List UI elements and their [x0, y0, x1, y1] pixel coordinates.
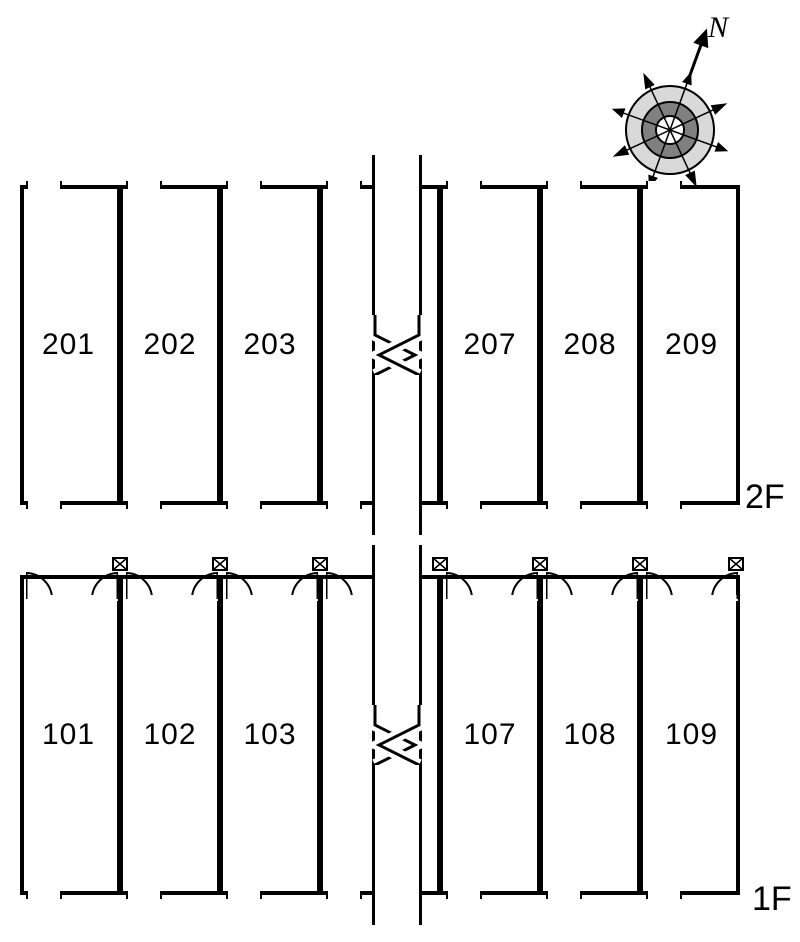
floorplan-canvas: N 201 202 203 207 208 209	[0, 0, 800, 942]
wall-tick	[126, 501, 162, 509]
wall-tick	[126, 891, 162, 899]
wall-tick	[446, 891, 482, 899]
vent-icon	[632, 557, 648, 571]
room-label: 107	[463, 718, 516, 752]
room-107: 107	[440, 575, 540, 895]
door-icon	[278, 571, 318, 601]
room-label: 209	[665, 328, 718, 362]
room-108: 108	[540, 575, 640, 895]
door-icon	[646, 571, 686, 601]
door-icon	[598, 571, 638, 601]
wall-tick	[646, 891, 682, 899]
room-101: 101	[20, 575, 120, 895]
vent-icon	[728, 557, 744, 571]
vent-icon	[212, 557, 228, 571]
room-label: 203	[243, 328, 296, 362]
door-icon	[446, 571, 486, 601]
wall-tick	[326, 501, 362, 509]
room-209: 209	[640, 185, 740, 505]
room-label: 207	[463, 328, 516, 362]
door-icon	[126, 571, 166, 601]
room-207: 207	[440, 185, 540, 505]
room-label: 101	[42, 718, 95, 752]
room-203: 203	[220, 185, 320, 505]
zigzag-icon	[367, 315, 427, 375]
room-label: 108	[563, 718, 616, 752]
room-label: 202	[143, 328, 196, 362]
zigzag-icon	[367, 705, 427, 765]
door-icon	[26, 571, 66, 601]
floor-2f: 201 202 203 207 208 209	[20, 185, 740, 505]
room-label: 102	[143, 718, 196, 752]
wall-tick	[326, 181, 362, 189]
vent-icon	[532, 557, 548, 571]
door-icon	[546, 571, 586, 601]
wall-tick	[226, 181, 262, 189]
room-102: 102	[120, 575, 220, 895]
room-label: 201	[42, 328, 95, 362]
wall-tick	[226, 891, 262, 899]
vent-icon	[312, 557, 328, 571]
room-208: 208	[540, 185, 640, 505]
door-icon	[698, 571, 738, 601]
floor-label-2f: 2F	[745, 478, 785, 517]
door-icon	[498, 571, 538, 601]
wall-tick	[446, 501, 482, 509]
wall-tick	[546, 891, 582, 899]
room-label: 208	[563, 328, 616, 362]
room-label: 103	[243, 718, 296, 752]
wall-tick	[446, 181, 482, 189]
room-201: 201	[20, 185, 120, 505]
door-icon	[178, 571, 218, 601]
wall-tick	[26, 501, 62, 509]
door-icon	[226, 571, 266, 601]
room-202: 202	[120, 185, 220, 505]
compass-label: N	[707, 15, 730, 44]
room-103: 103	[220, 575, 320, 895]
wall-tick	[646, 181, 682, 189]
floor-label-1f: 1F	[752, 880, 792, 919]
wall-tick	[546, 181, 582, 189]
wall-tick	[126, 181, 162, 189]
wall-tick	[26, 891, 62, 899]
wall-tick	[26, 181, 62, 189]
vent-icon	[112, 557, 128, 571]
door-icon	[78, 571, 118, 601]
wall-tick	[326, 891, 362, 899]
wall-tick	[226, 501, 262, 509]
room-label: 109	[665, 718, 718, 752]
room-109: 109	[640, 575, 740, 895]
floor-1f: 101 102 103 107 108 109	[20, 575, 740, 895]
vent-icon	[432, 557, 448, 571]
wall-tick	[646, 501, 682, 509]
door-icon	[326, 571, 366, 601]
compass: N	[600, 15, 740, 185]
wall-tick	[546, 501, 582, 509]
